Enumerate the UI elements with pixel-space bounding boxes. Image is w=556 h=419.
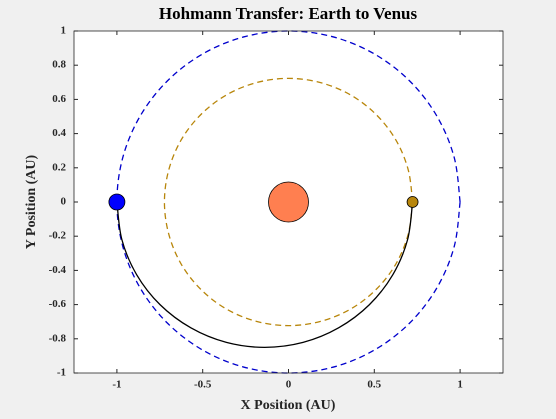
body-marker: [268, 181, 309, 223]
y-tick-label: -0.8: [49, 332, 67, 344]
y-tick-label: 1: [61, 25, 67, 37]
x-axis-label: X Position (AU): [241, 398, 336, 413]
body-marker: [108, 193, 126, 211]
chart-title: Hohmann Transfer: Earth to Venus: [159, 4, 418, 23]
y-tick-label: -1: [57, 367, 66, 379]
y-tick-label: -0.6: [49, 298, 67, 310]
x-tick-label: -1: [112, 379, 121, 391]
y-tick-label: -0.2: [49, 230, 67, 242]
x-tick-label: 0.5: [367, 379, 381, 391]
x-tick-label: -0.5: [194, 379, 212, 391]
orbit-line: [116, 201, 414, 349]
y-tick-label: 0.8: [52, 59, 66, 71]
y-axis-label: Y Position (AU): [24, 154, 39, 249]
y-tick-label: 0.6: [52, 93, 66, 105]
x-tick-label: 0: [286, 379, 292, 391]
y-tick-label: 0: [61, 196, 67, 208]
y-tick-label: 0.2: [52, 161, 66, 173]
y-tick-label: -0.4: [49, 264, 67, 276]
y-tick-label: 0.4: [52, 127, 66, 139]
body-marker: [406, 196, 419, 208]
x-tick-label: 1: [457, 379, 463, 391]
